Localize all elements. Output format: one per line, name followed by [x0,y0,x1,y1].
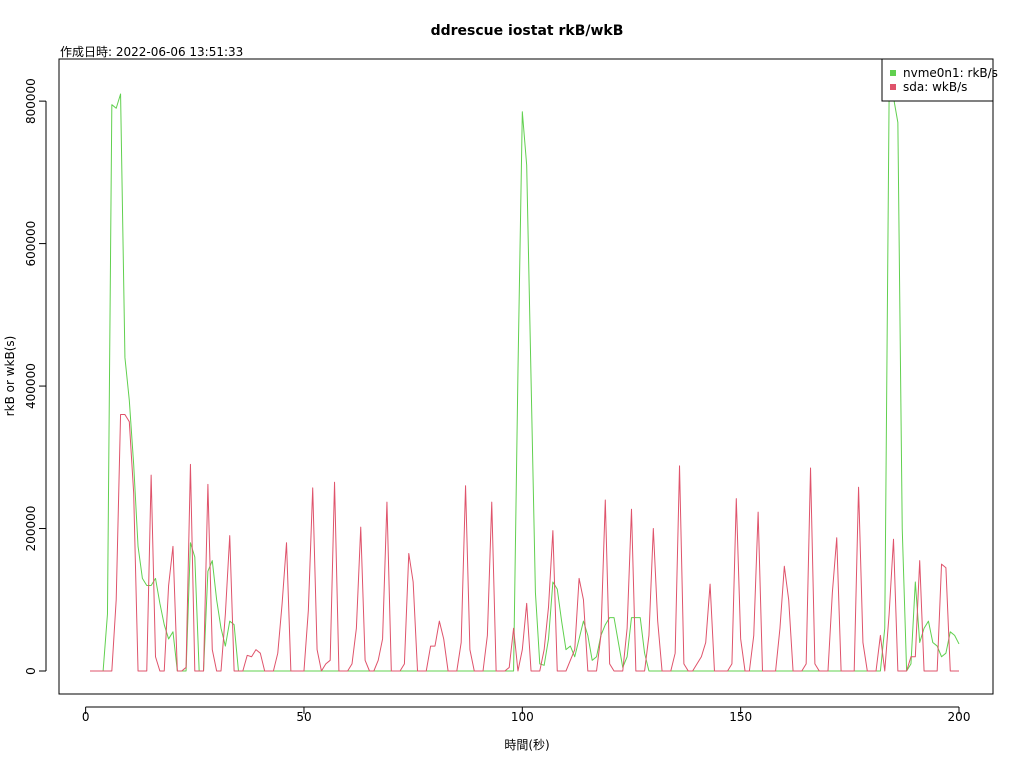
x-tick-label: 200 [948,710,971,724]
plot-frame [58,58,994,695]
x-axis-label: 時間(秒) [504,738,549,752]
y-tick-label: 600000 [24,221,38,267]
legend-label-nvme0n1: nvme0n1: rkB/s [903,66,998,80]
legend-label-sda: sda: wkB/s [903,80,967,94]
legend: nvme0n1: rkB/s sda: wkB/s [881,58,998,102]
y-tick-label: 800000 [24,78,38,124]
legend-box [881,58,994,102]
x-tick-label: 0 [82,710,90,724]
series-layer [90,93,960,672]
legend-swatch-nvme0n1 [890,70,896,76]
x-tick-label: 150 [729,710,752,724]
legend-swatch-sda [890,84,896,90]
y-axis-label: rkB or wkB(s) [3,336,17,417]
y-tick-label: 200000 [24,506,38,552]
series-line-0 [90,93,960,672]
x-tick-label: 100 [511,710,534,724]
y-tick-label: 0 [24,667,38,675]
x-tick-label: 50 [296,710,311,724]
chart-title: ddrescue iostat rkB/wkB [431,23,624,39]
x-axis: 0 50 100 150 200 [82,706,971,724]
chart-subtitle: 作成日時: 2022-06-06 13:51:33 [60,45,243,59]
series-line-1 [90,414,959,672]
y-tick-label: 400000 [24,363,38,409]
y-axis: 0 200000 400000 600000 800000 [24,78,47,675]
